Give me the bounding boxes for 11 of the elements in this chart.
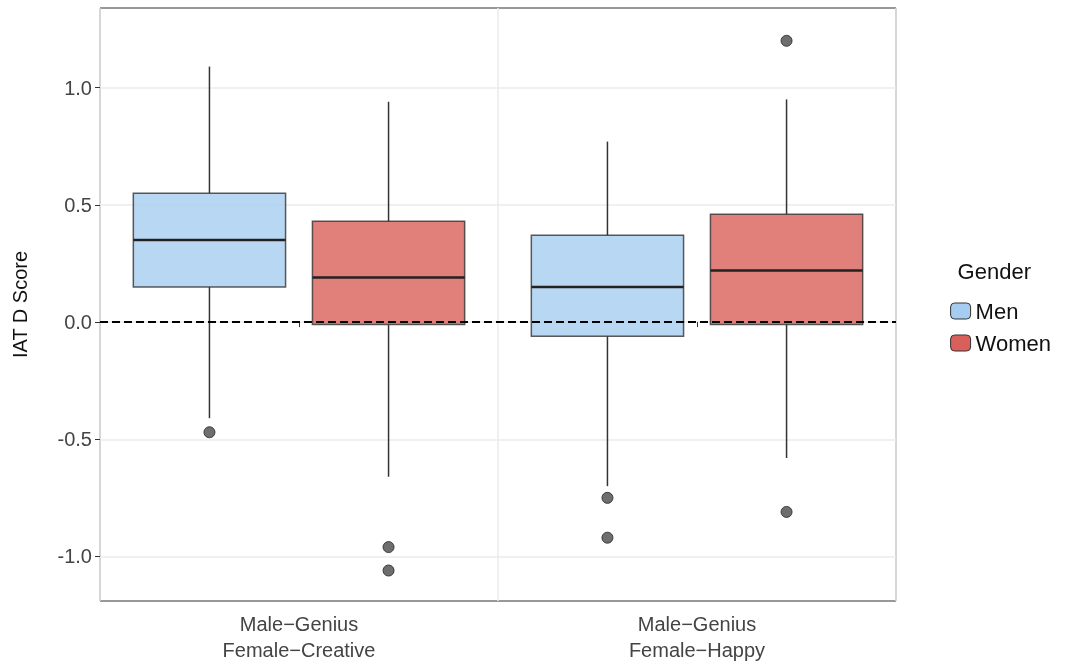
y-tick-label: -0.5 <box>57 428 92 451</box>
legend-label: Men <box>975 298 1019 324</box>
y-tick-label: -1.0 <box>57 545 92 568</box>
y-tick-label: 0.5 <box>64 193 92 216</box>
x-tick-label: Male−Genius Female−Creative <box>222 613 376 661</box>
legend-label: Women <box>975 330 1052 356</box>
y-axis-title: IAT D Score <box>9 250 31 359</box>
y-tick-label: 1.0 <box>64 76 92 99</box>
legend-title: Gender <box>957 258 1032 284</box>
x-tick-label: Male−Genius Female−Happy <box>628 613 766 661</box>
y-tick-label: 0.0 <box>64 311 92 334</box>
